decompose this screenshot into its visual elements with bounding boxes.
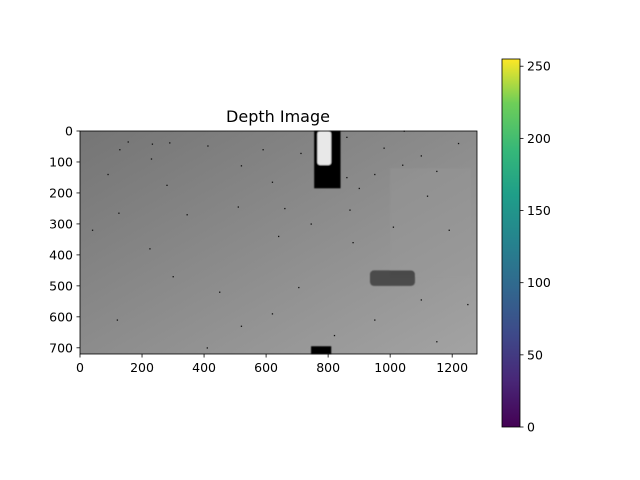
chart-title: Depth Image — [226, 107, 330, 126]
speckle — [349, 209, 351, 211]
speckle — [219, 291, 221, 293]
speckle — [426, 195, 429, 197]
speckle — [374, 319, 376, 321]
x-tick-label: 200 — [130, 360, 154, 375]
colorbar-tick-label: 0 — [527, 420, 535, 435]
speckle — [300, 152, 302, 155]
y-tick-label: 700 — [49, 340, 73, 355]
speckle — [358, 187, 360, 190]
speckle — [333, 334, 336, 337]
x-tick-label: 1000 — [374, 360, 406, 375]
speckle — [271, 181, 274, 183]
y-tick-label: 100 — [49, 154, 73, 169]
speckle — [119, 149, 121, 151]
speckle — [207, 145, 209, 147]
y-tick-label: 500 — [49, 278, 73, 293]
speckle — [420, 155, 422, 157]
colorbar-tick-label: 50 — [527, 347, 543, 362]
speckle — [149, 248, 151, 250]
speckle — [169, 142, 171, 144]
speckle — [346, 176, 348, 179]
speckle — [352, 242, 354, 244]
y-tick-label: 400 — [49, 247, 73, 262]
speckle — [457, 142, 460, 145]
colorbar-gradient — [501, 58, 521, 428]
speckle — [240, 325, 243, 327]
y-axis: 0 100 200 300 400 500 600 700 — [49, 124, 80, 355]
speckle — [392, 226, 395, 228]
y-tick-label: 300 — [49, 216, 73, 231]
region-dark-smear — [369, 270, 415, 286]
speckle — [467, 303, 469, 306]
x-tick-label: 600 — [254, 360, 278, 375]
speckle — [116, 319, 119, 321]
speckle — [262, 149, 264, 151]
speckle — [420, 299, 422, 301]
speckle — [278, 235, 280, 238]
speckle — [107, 173, 109, 176]
speckle — [310, 223, 312, 225]
colorbar-tick-label: 200 — [527, 131, 551, 146]
x-tick-label: 1200 — [436, 360, 468, 375]
speckle — [346, 136, 348, 138]
colorbar-tick-label: 250 — [527, 59, 551, 74]
x-tick-label: 400 — [192, 360, 216, 375]
colorbar: 0 50 100 150 200 250 — [501, 58, 551, 435]
region-lighter-panel — [390, 168, 471, 277]
speckle — [150, 158, 153, 160]
speckle — [436, 341, 438, 343]
speckle — [448, 229, 450, 231]
speckle — [151, 143, 154, 145]
speckle — [186, 214, 188, 216]
speckle — [118, 212, 120, 214]
speckle — [91, 229, 94, 231]
region-bright-spot — [317, 131, 332, 166]
speckle — [383, 147, 385, 149]
colorbar-tick-label: 100 — [527, 275, 551, 290]
y-tick-label: 600 — [49, 309, 73, 324]
speckle — [284, 207, 286, 210]
speckle — [271, 313, 274, 315]
x-tick-label: 800 — [316, 360, 340, 375]
speckle — [402, 164, 404, 166]
region-bottom-dark-spot — [311, 346, 332, 354]
speckle — [206, 347, 208, 349]
speckle — [127, 141, 129, 143]
x-axis: 0 200 400 600 800 1000 1200 — [76, 354, 468, 375]
y-tick-label: 0 — [65, 124, 73, 139]
image-axes-frame — [79, 130, 478, 355]
speckle — [172, 276, 174, 278]
depth-image — [80, 130, 477, 354]
colorbar-tick-label: 150 — [527, 203, 551, 218]
speckle — [240, 165, 243, 167]
x-tick-label: 0 — [76, 360, 84, 375]
speckle — [436, 170, 438, 173]
speckle — [237, 206, 239, 208]
speckle — [166, 184, 168, 187]
speckle — [298, 286, 300, 289]
y-tick-label: 200 — [49, 185, 73, 200]
speckle — [374, 173, 376, 176]
